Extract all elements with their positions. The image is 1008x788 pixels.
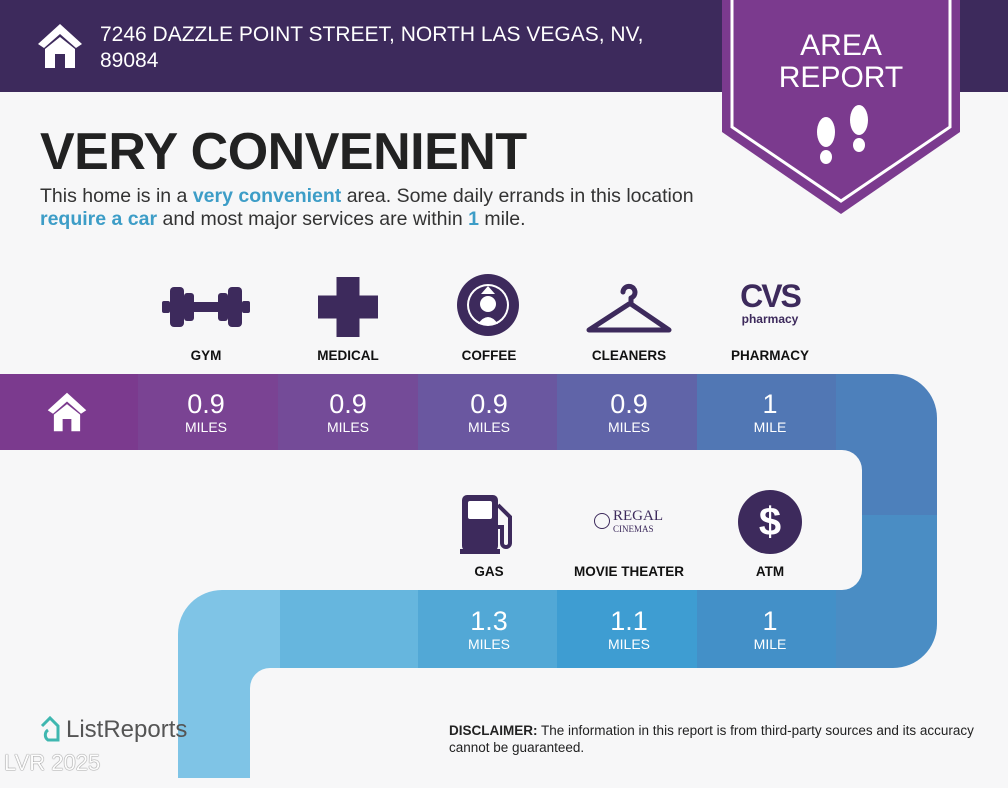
regal-logo-sub: CINEMAS [613,524,654,534]
convenience-description: This home is in a very convenient area. … [40,185,720,231]
footprints-icon [817,105,868,164]
route-cell [557,590,697,668]
distance-unit: MILES [467,636,510,652]
distance-unit: MILES [607,419,650,435]
listreports-brand: ListReports [66,716,188,743]
convenience-title: VERY CONVENIENT [40,123,527,181]
distance-value: 0.9 [610,389,648,419]
route-cell [697,374,836,450]
desc-highlight: 1 [468,208,479,230]
distance-unit: MILES [467,419,510,435]
amenity-label: GAS [474,564,504,579]
starbucks-logo [457,274,519,336]
home-icon [47,392,87,432]
distance-pharmacy: 1 MILE [700,389,840,435]
amenity-label: MEDICAL [317,348,379,363]
amenity-label: MOVIE THEATER [573,564,684,579]
distance-medical: 0.9 MILES [278,389,418,435]
watermark: LVR 2025 [4,750,101,775]
disclaimer-label: DISCLAIMER: [449,723,538,738]
disclaimer-text: The information in this report is from t… [449,723,974,755]
route-cell [278,374,418,450]
route-cell [697,590,836,668]
badge-line1: AREA [800,29,882,62]
desc-highlight: very convenient [192,185,342,207]
area-report-badge [722,0,960,214]
distance-unit: MILES [326,419,369,435]
cvs-logo-sub: pharmacy [741,312,799,326]
desc-highlight: require a car [40,208,158,230]
distance-value: 1 [762,606,778,636]
disclaimer: DISCLAIMER: The information in this repo… [449,722,989,756]
listreports-logo: ListReports [38,716,187,744]
distance-unit: MILES [184,419,227,435]
desc-text: area. Some daily errands in this locatio… [341,185,694,207]
route-cell [418,590,557,668]
distance-value: 0.9 [470,389,508,419]
hanger-icon [586,283,672,333]
listreports-logo-icon [40,716,60,742]
route-inner-gap [250,668,1008,788]
regal-logo: REGAL CINEMAS [594,508,663,534]
property-address: 7246 DAZZLE POINT STREET, NORTH LAS VEGA… [100,23,644,72]
cvs-logo: CVS pharmacy [730,280,810,325]
medical-cross-icon [318,277,378,337]
distance-gym: 0.9 MILES [136,389,276,435]
dollar-icon: $ [738,490,802,554]
dumbbell-icon [162,287,250,327]
amenity-label: PHARMACY [730,348,809,363]
distance-cleaners: 0.9 MILES [559,389,699,435]
distance-value: 0.9 [187,389,225,419]
amenity-label: COFFEE [461,348,517,363]
distance-value: 1.3 [470,606,508,636]
distance-gas: 1.3 MILES [419,606,559,652]
distance-movie-theater: 1.1 MILES [559,606,699,652]
home-icon [38,24,82,68]
distance-value: 1 [762,389,778,419]
distance-unit: MILE [753,419,787,435]
desc-text: This home is in a [40,185,193,207]
amenity-label: GYM [190,348,222,363]
route-cell [138,374,278,450]
distance-coffee: 0.9 MILES [419,389,559,435]
badge-line2: REPORT [778,61,904,94]
amenity-label: CLEANERS [591,348,667,363]
distance-unit: MILES [607,636,650,652]
cvs-logo-text: CVS [740,278,802,314]
gas-pump-icon [460,495,512,554]
distance-value: 0.9 [329,389,367,419]
route-cell [557,374,697,450]
amenity-label: ATM [755,564,785,579]
distance-unit: MILE [753,636,787,652]
route-inner-gap [0,450,862,590]
distance-value: 1.1 [610,606,648,636]
route-cell [280,590,418,668]
desc-text: mile. [478,208,526,230]
desc-text: and most major services are within [157,208,469,230]
route-cell [418,374,557,450]
regal-logo-text: REGAL [613,508,663,524]
distance-atm: 1 MILE [700,606,840,652]
